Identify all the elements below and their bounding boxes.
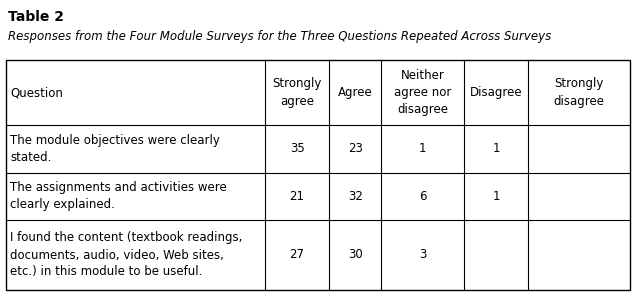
Text: Neither
agree nor
disagree: Neither agree nor disagree [394,69,451,116]
Text: 21: 21 [289,190,305,203]
Bar [6,60,630,290]
Text: Question: Question [10,86,63,99]
Text: 23: 23 [348,142,363,155]
Text: The assignments and activities were
clearly explained.: The assignments and activities were clea… [10,181,227,211]
Text: Strongly
disagree: Strongly disagree [554,78,605,107]
Text: 27: 27 [289,249,305,261]
Text: Strongly
agree: Strongly agree [272,78,322,107]
Text: 1: 1 [418,142,426,155]
Text: 35: 35 [290,142,305,155]
Text: Disagree: Disagree [470,86,522,99]
Text: 1: 1 [492,142,500,155]
Text: The module objectives were clearly
stated.: The module objectives were clearly state… [10,134,220,164]
Text: Agree: Agree [338,86,373,99]
Text: 1: 1 [492,190,500,203]
Text: Table 2: Table 2 [8,10,64,24]
Text: I found the content (textbook readings,
documents, audio, video, Web sites,
etc.: I found the content (textbook readings, … [10,231,242,279]
Text: 6: 6 [418,190,426,203]
Text: Responses from the Four Module Surveys for the Three Questions Repeated Across S: Responses from the Four Module Surveys f… [8,30,551,43]
Text: 30: 30 [348,249,363,261]
Text: 32: 32 [348,190,363,203]
Text: 3: 3 [419,249,426,261]
